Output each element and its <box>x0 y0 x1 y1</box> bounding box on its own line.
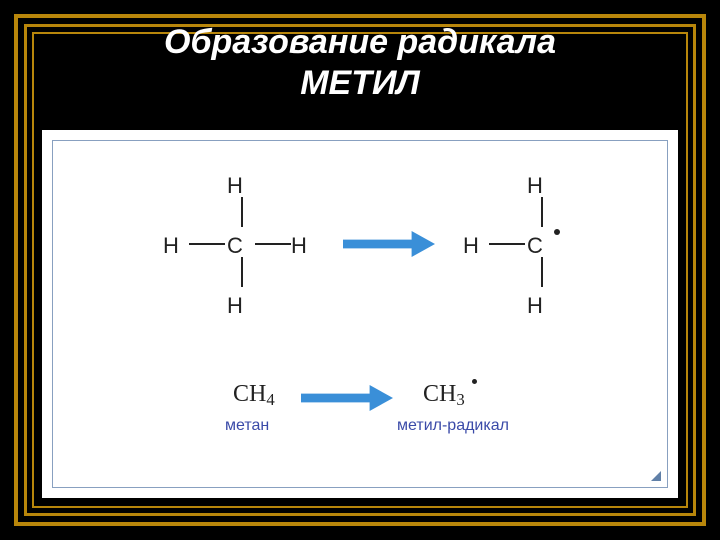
atom-h: H <box>161 233 181 259</box>
slide: Образование радикала МЕТИЛ C H H H H C H H H CH4… <box>0 0 720 540</box>
radical-dot-icon <box>554 229 560 235</box>
bond <box>541 257 543 287</box>
methyl-radical-formula: CH3 <box>423 381 465 410</box>
title-line-1: Образование радикала <box>164 23 556 61</box>
bond <box>489 243 525 245</box>
atom-h: H <box>461 233 481 259</box>
radical-dot-icon <box>472 379 477 384</box>
title-line-2: МЕТИЛ <box>300 64 420 102</box>
atom-h: H <box>525 173 545 199</box>
reaction-arrow-icon <box>343 231 435 257</box>
methyl-radical-label: метил-радикал <box>397 417 509 435</box>
atom-h: H <box>225 173 245 199</box>
slide-title: Образование радикала МЕТИЛ <box>0 22 720 104</box>
atom-c: C <box>225 233 245 259</box>
atom-h: H <box>225 293 245 319</box>
atom-h: H <box>289 233 309 259</box>
bond <box>241 257 243 287</box>
atom-c: C <box>525 233 545 259</box>
bond <box>241 197 243 227</box>
bond <box>541 197 543 227</box>
bond <box>189 243 225 245</box>
resize-handle-icon[interactable] <box>651 471 661 481</box>
bond <box>255 243 291 245</box>
methane-formula: CH4 <box>233 381 275 410</box>
methane-label: метан <box>225 417 269 435</box>
atom-h: H <box>525 293 545 319</box>
diagram-panel: C H H H H C H H H CH4 CH3 метан метил-радикал <box>42 130 678 498</box>
diagram-panel-inner: C H H H H C H H H CH4 CH3 метан метил-радикал <box>52 140 668 488</box>
reaction-arrow-icon <box>301 385 393 411</box>
